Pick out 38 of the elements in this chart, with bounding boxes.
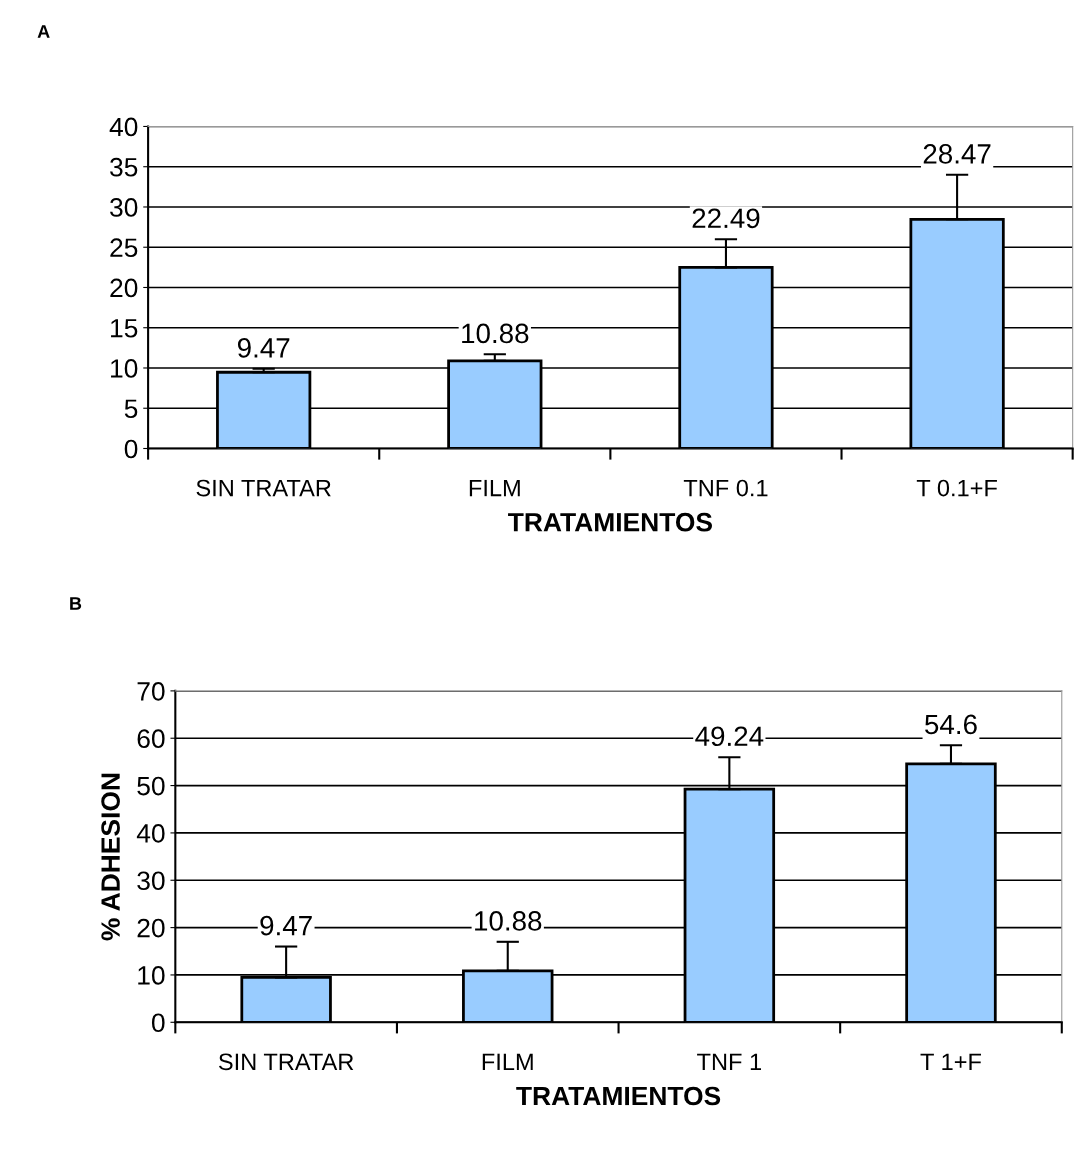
y-axis-title: % ADHESION [101,773,120,941]
x-axis-title: TRATAMIENTOS [516,1086,721,1106]
data-label: 10.88 [475,911,542,931]
y-tick-label: 35 [110,157,138,177]
y-tick-label: 30 [137,871,165,891]
data-label: 10.88 [462,323,529,344]
y-tick-label: 5 [124,399,138,419]
x-tick-label: T 0.1+F [916,479,997,497]
x-axis-title: TRATAMIENTOS [508,512,712,532]
x-tick-label: T 1+F [920,1053,981,1070]
y-tick-label: 40 [109,117,138,137]
data-label: 9.47 [260,915,312,936]
data-label: 28.47 [923,144,991,164]
data-label: 54.6 [925,714,977,735]
data-label: 22.49 [692,208,760,229]
y-tick-label: 70 [137,682,165,701]
x-tick-label: FILM [482,1053,533,1070]
y-tick-label: 0 [151,1013,165,1033]
y-tick-label: 40 [136,824,165,843]
x-tick-label: SIN TRATAR [196,479,331,497]
y-tick-label: 25 [110,238,138,258]
y-tick-label: 10 [111,359,138,378]
y-tick-label: 15 [111,319,138,338]
y-tick-label: 30 [110,198,138,217]
x-tick-label: SIN TRATAR [218,1053,354,1071]
x-tick-label: TNF 0.1 [683,479,768,497]
y-tick-label: 60 [137,729,165,749]
chart-title: A [37,25,50,38]
x-tick-label: TNF 1 [697,1053,761,1070]
data-label: 9.47 [237,338,290,358]
y-tick-label: 50 [137,776,165,796]
y-tick-label: 10 [138,966,165,985]
x-tick-label: FILM [469,479,520,497]
data-label: 49.24 [695,726,764,747]
y-tick-label: 20 [137,918,165,938]
y-tick-label: 0 [124,439,138,459]
y-tick-label: 20 [110,278,138,298]
chart-title: B [70,597,82,610]
